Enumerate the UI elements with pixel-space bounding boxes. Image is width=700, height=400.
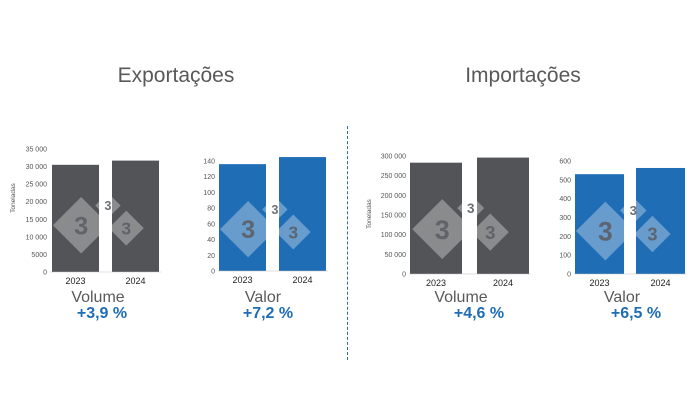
y-tick-label: 0 bbox=[567, 272, 571, 279]
bar-2024 bbox=[112, 160, 159, 272]
watermark-small-diamond bbox=[95, 192, 121, 219]
watermark-medium-diamond bbox=[108, 210, 144, 246]
y-tick-label: 0 bbox=[43, 270, 47, 277]
bar-2023 bbox=[219, 164, 266, 271]
watermark-digit: 3 bbox=[104, 199, 111, 213]
y-tick-label: 250 000 bbox=[381, 173, 406, 180]
exports-volume-label: Volume bbox=[71, 289, 125, 306]
x-tick-label: 2023 bbox=[232, 275, 252, 285]
y-tick-label: 10 000 bbox=[26, 234, 48, 241]
y-tick-label: 140 bbox=[203, 159, 215, 166]
exports-value-change: +7,2 % bbox=[242, 305, 294, 322]
watermark-digit: 3 bbox=[630, 203, 637, 218]
x-tick-label: 2023 bbox=[65, 276, 85, 286]
y-axis-label: Toneladas bbox=[10, 182, 17, 212]
y-tick-label: 200 000 bbox=[381, 193, 406, 200]
bar-2023 bbox=[52, 164, 99, 272]
watermark-medium-diamond bbox=[471, 213, 509, 251]
imports-volume-plot: 0 50 000 100 000 150 000 200 000 250 000 300 0… bbox=[366, 154, 531, 288]
x-tick-label: 2024 bbox=[493, 278, 513, 288]
watermark-medium-diamond bbox=[634, 215, 671, 253]
watermark-digit: 3 bbox=[121, 218, 131, 238]
y-tick-label: 20 bbox=[207, 253, 215, 260]
watermark-digit: 3 bbox=[598, 216, 613, 246]
y-tick-label: 5000 bbox=[31, 252, 47, 259]
imports-value-change: +6,5 % bbox=[610, 305, 662, 322]
watermark-logo: 333 bbox=[412, 194, 509, 260]
exports-title: Exportações bbox=[117, 64, 235, 87]
x-tick-label: 2024 bbox=[292, 275, 312, 285]
watermark-small-diamond bbox=[262, 196, 288, 223]
section-divider bbox=[347, 126, 348, 360]
imports-value-label: Valor bbox=[603, 289, 641, 306]
watermark-medium-diamond bbox=[275, 214, 311, 250]
watermark-digit: 3 bbox=[467, 201, 475, 216]
y-axis-label: Toneladas bbox=[366, 198, 373, 228]
exports-value-chart: 0 20 40 60 80 100 120 140 2023 2024 3 3 3 bbox=[175, 140, 345, 290]
bar-2023 bbox=[410, 162, 462, 274]
watermark-digit: 3 bbox=[241, 216, 255, 244]
watermark-digit: 3 bbox=[288, 222, 298, 242]
imports-value-chart: 0 100 200 300 400 500 600 2023 2024 3 3 3 bbox=[535, 140, 700, 290]
watermark-digit: 3 bbox=[271, 203, 278, 217]
y-tick-label: 100 bbox=[203, 190, 215, 197]
y-tick-label: 300 000 bbox=[381, 154, 406, 161]
watermark-logo: 333 bbox=[52, 192, 144, 254]
y-tick-label: 0 bbox=[402, 272, 406, 279]
imports-volume-chart: 0 50 000 100 000 150 000 200 000 250 000 300 0… bbox=[350, 140, 540, 290]
y-tick-label: 0 bbox=[211, 269, 215, 276]
y-tick-label: 80 bbox=[207, 206, 215, 213]
exports-volume-chart: 0 5000 10 000 15 000 20 000 25 000 30 000 35 00… bbox=[0, 140, 170, 290]
bar-2023 bbox=[575, 174, 624, 274]
bar-2024 bbox=[279, 157, 326, 271]
watermark-large-diamond bbox=[575, 201, 635, 261]
watermark-large-diamond bbox=[219, 201, 277, 258]
watermark-small-diamond bbox=[457, 194, 485, 222]
y-tick-label: 150 000 bbox=[381, 213, 406, 220]
y-tick-label: 50 000 bbox=[385, 252, 407, 259]
watermark-large-diamond bbox=[52, 197, 110, 254]
bar-2024 bbox=[477, 157, 529, 274]
exports-volume-plot: 0 5000 10 000 15 000 20 000 25 000 30 000 35 00… bbox=[10, 147, 161, 286]
watermark-digit: 3 bbox=[647, 225, 657, 245]
y-tick-label: 40 bbox=[207, 237, 215, 244]
y-tick-label: 120 bbox=[203, 174, 215, 181]
imports-volume-change: +4,6 % bbox=[453, 305, 505, 322]
y-tick-label: 100 000 bbox=[381, 232, 406, 239]
y-tick-label: 100 bbox=[559, 253, 571, 260]
watermark-logo: 333 bbox=[219, 196, 311, 258]
watermark-digit: 3 bbox=[435, 215, 450, 245]
y-tick-label: 400 bbox=[559, 196, 571, 203]
x-tick-label: 2024 bbox=[650, 278, 670, 288]
watermark-large-diamond bbox=[412, 199, 473, 260]
exports-value-label: Valor bbox=[244, 289, 282, 306]
bar-2024 bbox=[636, 167, 685, 274]
y-tick-label: 600 bbox=[559, 159, 571, 166]
x-tick-label: 2023 bbox=[426, 278, 446, 288]
imports-title: Importações bbox=[465, 64, 581, 87]
y-tick-label: 500 bbox=[559, 177, 571, 184]
y-tick-label: 200 bbox=[559, 234, 571, 241]
y-tick-label: 300 bbox=[559, 215, 571, 222]
y-tick-label: 30 000 bbox=[26, 164, 48, 171]
y-tick-label: 25 000 bbox=[26, 182, 48, 189]
watermark-digit: 3 bbox=[74, 212, 88, 240]
imports-volume-label: Volume bbox=[434, 289, 488, 306]
x-tick-label: 2023 bbox=[589, 278, 609, 288]
watermark-digit: 3 bbox=[485, 222, 495, 243]
exports-volume-change: +3,9 % bbox=[76, 305, 128, 322]
y-tick-label: 20 000 bbox=[26, 199, 48, 206]
y-tick-label: 35 000 bbox=[26, 147, 48, 154]
y-tick-label: 60 bbox=[207, 221, 215, 228]
x-tick-label: 2024 bbox=[125, 276, 145, 286]
y-tick-label: 15 000 bbox=[26, 217, 48, 224]
